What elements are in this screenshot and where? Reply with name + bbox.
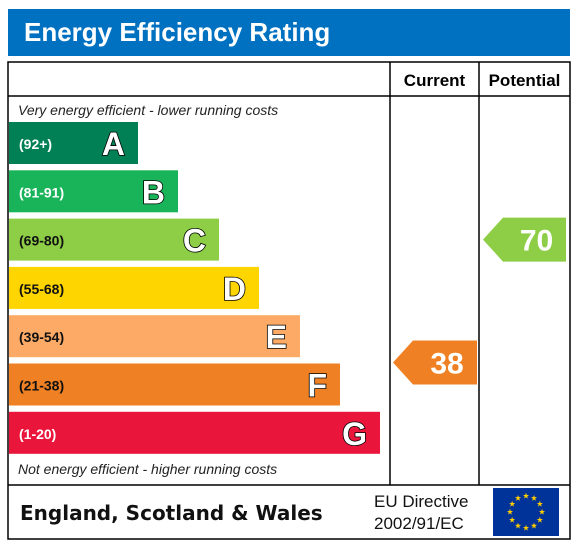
- top-caption: Very energy efficient - lower running co…: [18, 102, 278, 118]
- eu-star-icon: [536, 500, 543, 507]
- band-d-letter: D: [223, 271, 246, 307]
- footer-directive-line2: 2002/91/EC: [374, 514, 464, 533]
- band-g-range: (1-20): [19, 426, 56, 442]
- band-f-range: (21-38): [19, 378, 64, 394]
- band-a-letter: A: [102, 126, 125, 162]
- band-d-bar: [9, 266, 259, 309]
- eu-star-icon: [522, 492, 530, 499]
- band-g-letter: G: [342, 416, 367, 452]
- eu-star-icon: [514, 522, 522, 529]
- eu-star-icon: [514, 494, 522, 501]
- current-rating-value: 38: [430, 348, 463, 381]
- band-f-bar: [9, 363, 340, 406]
- eu-star-icon: [509, 516, 516, 523]
- potential-column-header: Potential: [489, 71, 561, 90]
- band-d-range: (55-68): [19, 281, 64, 297]
- band-b-letter: B: [142, 174, 165, 210]
- band-c-letter: C: [183, 223, 206, 259]
- eu-star-icon: [530, 522, 538, 529]
- band-f-letter: F: [307, 368, 327, 404]
- band-e-range: (39-54): [19, 329, 64, 345]
- eu-star-icon: [530, 494, 538, 501]
- eu-star-icon: [536, 516, 543, 523]
- eu-star-icon: [538, 508, 546, 515]
- eu-star-icon: [509, 500, 516, 507]
- band-b-bar: [9, 170, 178, 213]
- footer-directive-line1: EU Directive: [374, 492, 468, 511]
- potential-rating-value: 70: [520, 225, 553, 258]
- band-a-range: (92+): [19, 136, 52, 152]
- eu-flag-icon: [493, 488, 559, 536]
- current-rating-arrow: [393, 340, 477, 385]
- eu-star-icon: [506, 508, 514, 515]
- bottom-caption: Not energy efficient - higher running co…: [18, 461, 277, 477]
- band-e-letter: E: [266, 319, 287, 355]
- band-c-range: (69-80): [19, 233, 64, 249]
- band-a-bar: [9, 122, 138, 164]
- eu-star-icon: [522, 524, 530, 531]
- footer-region: England, Scotland & Wales: [20, 501, 323, 525]
- current-column-header: Current: [404, 71, 466, 90]
- chart-title: Energy Efficiency Rating: [24, 17, 331, 47]
- band-g-bar: [9, 411, 380, 454]
- potential-rating-arrow: [483, 217, 566, 262]
- title-bar: Energy Efficiency Rating: [8, 9, 570, 56]
- band-e-bar: [9, 315, 300, 358]
- band-b-range: (81-91): [19, 184, 64, 200]
- band-c-bar: [9, 218, 219, 261]
